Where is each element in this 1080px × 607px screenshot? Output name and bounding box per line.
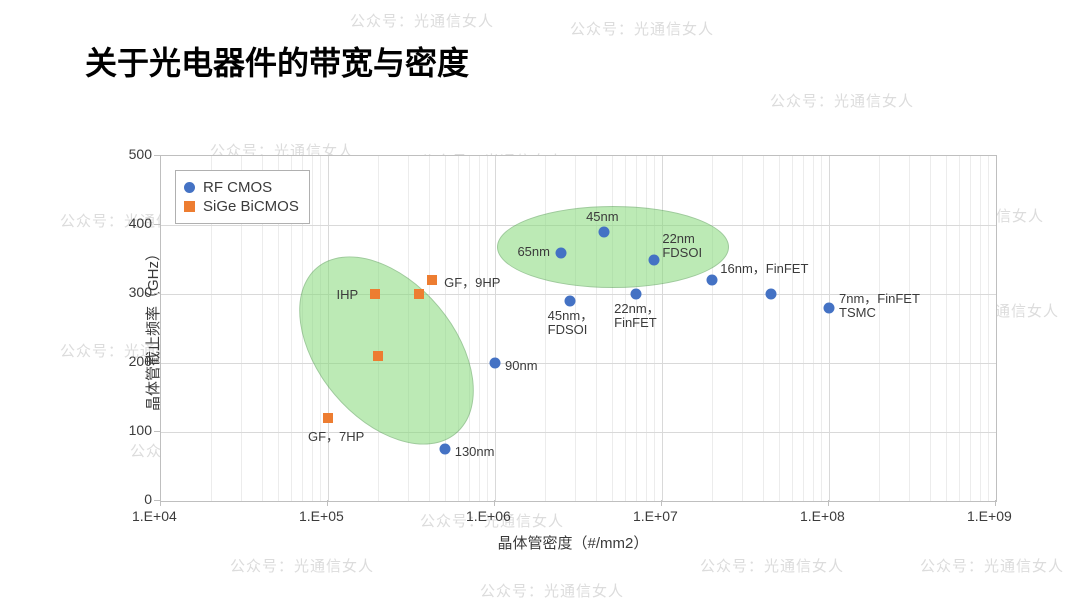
data-point-label: 22nm， FinFET <box>614 302 660 331</box>
x-minor-gridline <box>813 156 814 501</box>
watermark-text: 公众号：光通信女人 <box>770 90 914 111</box>
watermark-text: 公众号：光通信女人 <box>350 10 494 31</box>
data-point <box>824 302 835 313</box>
x-tick-label: 1.E+06 <box>466 508 511 524</box>
data-point <box>490 358 501 369</box>
data-point-label: 45nm <box>586 210 619 224</box>
x-axis-label: 晶体管密度（#/mm2） <box>498 532 649 553</box>
x-tick <box>661 500 662 506</box>
x-tick-label: 1.E+04 <box>132 508 177 524</box>
y-gridline <box>161 363 996 364</box>
x-minor-gridline <box>970 156 971 501</box>
data-point <box>414 289 424 299</box>
data-point <box>373 351 383 361</box>
x-minor-gridline <box>792 156 793 501</box>
x-minor-gridline <box>803 156 804 501</box>
y-tick-label: 100 <box>120 422 152 438</box>
x-minor-gridline <box>763 156 764 501</box>
data-point <box>707 275 718 286</box>
y-tick <box>154 362 160 363</box>
y-tick <box>154 293 160 294</box>
legend-item: SiGe BiCMOS <box>184 198 299 215</box>
data-point <box>649 254 660 265</box>
legend-label: SiGe BiCMOS <box>203 198 299 215</box>
page-title: 关于光电器件的带宽与密度 <box>85 38 469 84</box>
data-point <box>323 413 333 423</box>
y-tick <box>154 155 160 156</box>
data-point <box>766 289 777 300</box>
data-point-label: 45nm， FDSOI <box>548 309 594 338</box>
data-point-label: 90nm <box>505 359 538 373</box>
x-gridline <box>829 156 830 501</box>
highlight-ellipse <box>264 223 508 477</box>
x-tick-label: 1.E+07 <box>633 508 678 524</box>
x-minor-gridline <box>879 156 880 501</box>
data-point-label: 16nm，FinFET <box>720 262 808 276</box>
y-gridline <box>161 432 996 433</box>
x-minor-gridline <box>712 156 713 501</box>
legend-item: RF CMOS <box>184 179 299 196</box>
x-tick <box>995 500 996 506</box>
y-tick <box>154 431 160 432</box>
x-tick <box>494 500 495 506</box>
x-tick <box>160 500 161 506</box>
y-axis-label: 晶体管截止频率（GHz） <box>142 245 163 410</box>
x-gridline <box>495 156 496 501</box>
data-point <box>564 295 575 306</box>
legend-label: RF CMOS <box>203 179 272 196</box>
x-tick-label: 1.E+09 <box>967 508 1012 524</box>
data-point-label: 130nm <box>455 445 495 459</box>
y-tick-label: 500 <box>120 146 152 162</box>
x-minor-gridline <box>980 156 981 501</box>
y-tick-label: 400 <box>120 215 152 231</box>
y-tick-label: 200 <box>120 353 152 369</box>
data-point <box>556 247 567 258</box>
x-minor-gridline <box>742 156 743 501</box>
x-tick-label: 1.E+05 <box>299 508 344 524</box>
watermark-text: 公众号：光通信女人 <box>480 580 624 601</box>
data-point-label: GF，7HP <box>308 430 364 444</box>
y-tick-label: 0 <box>120 491 152 507</box>
x-minor-gridline <box>988 156 989 501</box>
x-tick <box>327 500 328 506</box>
x-minor-gridline <box>545 156 546 501</box>
x-gridline <box>662 156 663 501</box>
watermark-text: 公众号：光通信女人 <box>230 555 374 576</box>
x-minor-gridline <box>959 156 960 501</box>
data-point-label: GF，9HP <box>444 276 500 290</box>
data-point-label: 22nm FDSOI <box>662 232 702 261</box>
y-tick <box>154 500 160 501</box>
x-minor-gridline <box>909 156 910 501</box>
y-tick-label: 300 <box>120 284 152 300</box>
x-minor-gridline <box>930 156 931 501</box>
x-minor-gridline <box>779 156 780 501</box>
x-tick <box>828 500 829 506</box>
data-point-label: 7nm，FinFET TSMC <box>839 292 920 321</box>
data-point <box>599 226 610 237</box>
x-minor-gridline <box>821 156 822 501</box>
chart-legend: RF CMOS SiGe BiCMOS <box>175 170 310 224</box>
watermark-text: 公众号：光通信女人 <box>920 555 1064 576</box>
data-point <box>439 444 450 455</box>
data-point-label: IHP <box>337 288 359 302</box>
x-minor-gridline <box>946 156 947 501</box>
data-point-label: 65nm <box>517 245 550 259</box>
data-point <box>631 289 642 300</box>
y-tick <box>154 224 160 225</box>
square-icon <box>184 201 195 212</box>
watermark-text: 公众号：光通信女人 <box>570 18 714 39</box>
circle-icon <box>184 182 195 193</box>
x-tick-label: 1.E+08 <box>800 508 845 524</box>
data-point <box>427 275 437 285</box>
data-point <box>370 289 380 299</box>
watermark-text: 公众号：光通信女人 <box>700 555 844 576</box>
